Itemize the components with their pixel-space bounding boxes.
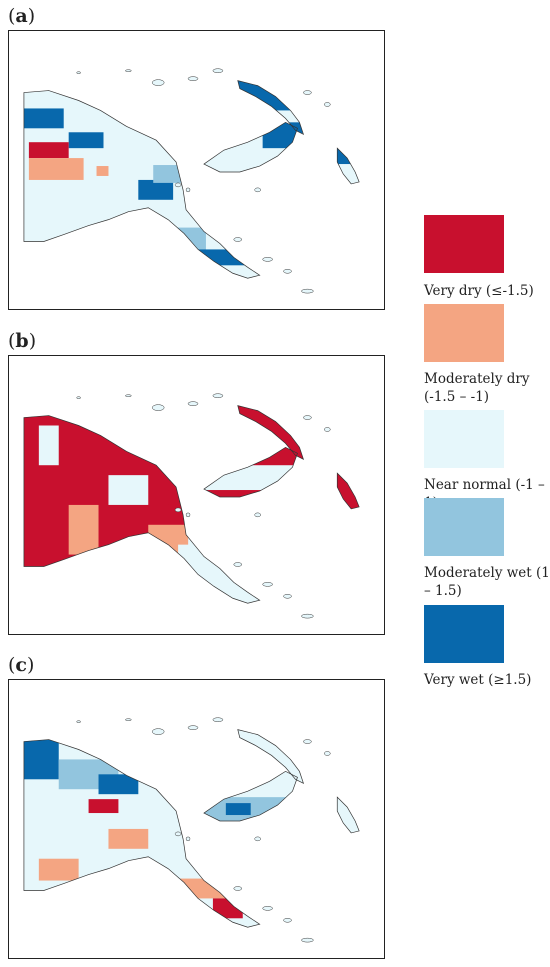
- small-island: [185, 836, 191, 842]
- small-island: [125, 394, 132, 397]
- anomaly-patch: [153, 165, 184, 183]
- small-island: [187, 401, 199, 406]
- mainland-coastline: [23, 415, 261, 604]
- small-island: [324, 102, 331, 107]
- panel-label-b: (b): [8, 330, 37, 352]
- small-island: [301, 288, 314, 294]
- anomaly-patch: [88, 799, 119, 814]
- bougainville-land: [337, 797, 360, 833]
- new-ireland-land: [237, 729, 304, 784]
- anomaly-patch: [38, 858, 79, 881]
- legend-label-very-dry: Very dry (≤-1.5): [424, 283, 534, 299]
- anomaly-patch: [68, 504, 99, 555]
- panel-label-c: (c): [8, 654, 35, 676]
- small-island: [233, 562, 243, 567]
- anomaly-patch: [212, 898, 243, 919]
- anomaly-patch: [68, 132, 104, 149]
- small-island: [76, 396, 81, 399]
- new-britain-coastline: [203, 121, 298, 173]
- small-island: [125, 718, 132, 721]
- anomaly-patch: [23, 739, 59, 780]
- anomaly-patch: [28, 142, 69, 159]
- legend-swatch-very-dry: [424, 215, 504, 273]
- small-island: [174, 831, 182, 837]
- small-island: [262, 582, 273, 587]
- small-island: [76, 71, 81, 74]
- anomaly-patch: [178, 544, 268, 604]
- bougainville-coastline: [336, 472, 360, 510]
- legend-label-moderately-wet: Moderately wet (1 – 1.5): [424, 565, 550, 599]
- anomaly-patch: [38, 425, 59, 466]
- small-island: [303, 90, 312, 95]
- anomaly-patch: [168, 490, 288, 505]
- anomaly-patch: [188, 249, 248, 266]
- legend-label-very-wet: Very wet (≥1.5): [424, 672, 532, 688]
- legend-swatch-very-wet: [424, 605, 504, 663]
- small-island: [185, 512, 191, 518]
- legend-swatch-near-normal: [424, 410, 504, 468]
- small-island: [324, 751, 331, 756]
- new-ireland-coastline: [237, 729, 305, 784]
- anomaly-patch: [235, 80, 296, 111]
- small-island: [233, 886, 243, 891]
- small-island: [151, 728, 165, 735]
- small-island: [174, 507, 182, 513]
- anomaly-patch: [337, 148, 358, 165]
- small-island: [212, 68, 224, 73]
- anomaly-patch: [108, 475, 149, 505]
- small-island: [187, 76, 199, 81]
- map-c: [23, 717, 360, 943]
- bougainville-coastline: [336, 796, 360, 834]
- small-island: [76, 720, 81, 723]
- small-island: [303, 415, 312, 420]
- anomaly-layer: [23, 405, 360, 604]
- panel-label-a: (a): [8, 5, 36, 27]
- small-island: [283, 918, 292, 923]
- map-panel-b: [8, 355, 385, 635]
- anomaly-patch: [98, 774, 139, 795]
- small-island: [151, 404, 165, 411]
- small-island: [324, 427, 331, 432]
- anomaly-patch: [262, 122, 303, 149]
- new-britain-coastline: [203, 770, 298, 822]
- anomaly-patch: [23, 108, 64, 129]
- map-panel-c: [8, 679, 385, 959]
- small-island: [254, 187, 261, 193]
- small-island: [283, 594, 292, 599]
- small-island: [212, 393, 224, 398]
- anomaly-patch: [168, 878, 228, 899]
- map-panel-a: [8, 30, 385, 310]
- new-ireland-coastline: [237, 80, 305, 135]
- legend-swatch-moderately-wet: [424, 498, 504, 556]
- small-island: [151, 79, 165, 86]
- map-b: [23, 393, 360, 619]
- anomaly-patch: [96, 166, 109, 176]
- small-island: [185, 187, 191, 193]
- mainland-coastline: [23, 739, 261, 928]
- small-island: [262, 906, 273, 911]
- small-island: [301, 937, 314, 943]
- small-island: [303, 739, 312, 744]
- small-island: [254, 512, 261, 518]
- anomaly-patch: [28, 158, 84, 180]
- small-island: [212, 717, 224, 722]
- new-ireland-coastline: [237, 405, 305, 460]
- small-island: [174, 182, 182, 188]
- legend-label-moderately-dry: Moderately dry (-1.5 – -1): [424, 371, 530, 405]
- small-island: [233, 237, 243, 242]
- new-britain-coastline: [203, 446, 298, 498]
- small-island: [125, 69, 132, 72]
- anomaly-patch: [138, 179, 174, 200]
- small-island: [301, 613, 314, 619]
- legend-swatch-moderately-dry: [424, 304, 504, 362]
- small-island: [283, 269, 292, 274]
- anomaly-patch: [225, 803, 251, 816]
- small-island: [254, 836, 261, 842]
- mainland-coastline: [23, 90, 261, 279]
- small-island: [187, 725, 199, 730]
- map-a: [23, 68, 360, 294]
- anomaly-patch: [108, 828, 149, 849]
- bougainville-coastline: [336, 147, 360, 185]
- small-island: [262, 257, 273, 262]
